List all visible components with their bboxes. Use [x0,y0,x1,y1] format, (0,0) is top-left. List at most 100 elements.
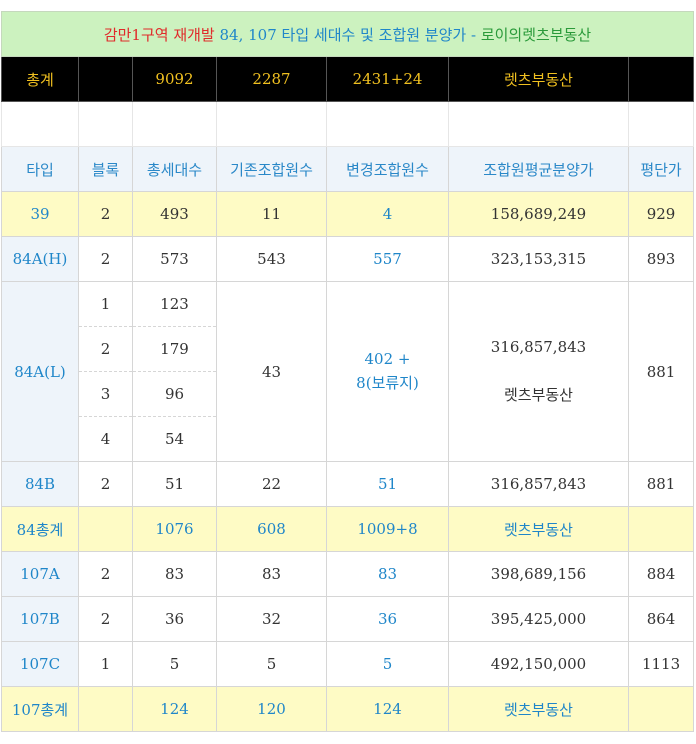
cell [216,101,327,147]
cell: 96 [132,371,217,417]
header-price-per-pyeong: 평단가 [627,146,695,192]
header-existing-members: 기존조합원수 [216,146,327,192]
cell: 124 [132,686,217,732]
cell [448,101,629,147]
cell: 2431+24 [326,56,449,102]
cell [627,686,695,732]
cell: 608 [216,506,327,552]
cell: 9092 [132,56,217,102]
table-row: 2 179 [2,326,694,372]
cell: 493 [132,191,217,237]
cell-type: 107A [1,551,79,597]
cell: 492,150,000 [448,641,629,687]
cell-avg-price: 316,857,843 렛츠부동산 [448,281,629,462]
cell: 929 [627,191,695,237]
cell [326,101,449,147]
changed-line-1: 402 + [364,350,411,368]
cell: 893 [627,236,695,282]
cell-changed-members: 402 + 8(보류지) [326,281,449,462]
table-row: 107C 1 5 5 5 492,150,000 1113 [1,641,695,687]
cell: 1 [78,281,133,327]
table-row: 107A 2 83 83 83 398,689,156 884 [1,551,695,597]
cell: 2 [78,236,133,282]
cell: 2287 [216,56,327,102]
cell: 51 [132,461,217,507]
cell [627,56,695,102]
cell [132,101,217,147]
cell: 158,689,249 [448,191,629,237]
price-table: 감만1구역 재개발 84, 107 타입 세대수 및 조합원 분양가 - 로이의… [0,11,695,732]
cell: 395,425,000 [448,596,629,642]
cell: 54 [132,416,217,462]
title-part-1: 감만1구역 재개발 [103,25,215,44]
cell: 5 [216,641,327,687]
cell: 32 [216,596,327,642]
cell [1,101,79,147]
price-note: 렛츠부동산 [503,386,573,404]
cell [627,101,695,147]
cell: 2 [78,596,133,642]
cell: 884 [627,551,695,597]
table-container: 감만1구역 재개발 84, 107 타입 세대수 및 조합원 분양가 - 로이의… [0,11,695,732]
cell: 4 [78,416,133,462]
table-row: 39 2 493 11 4 158,689,249 929 [1,191,695,237]
cell: 4 [326,191,449,237]
price-value: 316,857,843 [490,338,587,356]
cell: 573 [132,236,217,282]
title-row: 감만1구역 재개발 84, 107 타입 세대수 및 조합원 분양가 - 로이의… [0,11,695,57]
cell: 5 [132,641,217,687]
header-total-units: 총세대수 [132,146,217,192]
cell-type: 107총계 [1,686,79,732]
cell-type: 84총계 [1,506,79,552]
cell: 렛츠부동산 [448,686,629,732]
cell: 1076 [132,506,217,552]
table-row: 4 54 [2,416,694,462]
cell: 398,689,156 [448,551,629,597]
subtotal-row-107: 107총계 124 120 124 렛츠부동산 [1,686,695,732]
cell: 124 [326,686,449,732]
changed-line-2: 8(보류지) [356,374,419,392]
cell [78,101,133,147]
cell: 36 [326,596,449,642]
cell: 렛츠부동산 [448,506,629,552]
cell [627,506,695,552]
cell: 120 [216,686,327,732]
cell: 179 [132,326,217,372]
cell-type: 84B [1,461,79,507]
cell: 83 [132,551,217,597]
header-avg-price: 조합원평균분양가 [448,146,629,192]
cell: 2 [78,191,133,237]
cell: 557 [326,236,449,282]
cell-type: 84A(H) [1,236,79,282]
cell: 43 [216,281,327,462]
cell [78,506,133,552]
cell: 543 [216,236,327,282]
header-row: 타입 블록 총세대수 기존조합원수 변경조합원수 조합원평균분양가 평단가 [1,146,695,192]
cell: 36 [132,596,217,642]
cell: 881 [627,281,695,462]
cell: 3 [78,371,133,417]
table-row: 107B 2 36 32 36 395,425,000 864 [1,596,695,642]
cell: 2 [78,551,133,597]
header-type: 타입 [1,146,79,192]
cell: 83 [216,551,327,597]
blank-row [1,101,695,147]
cell: 881 [627,461,695,507]
cell: 11 [216,191,327,237]
table-row: 84A(H) 2 573 543 557 323,153,315 893 [1,236,695,282]
table-row: 84B 2 51 22 51 316,857,843 881 [1,461,695,507]
cell: 2 [78,326,133,372]
cell: 83 [326,551,449,597]
title-part-2: 84, 107 타입 세대수 및 조합원 분양가 - [219,25,481,44]
cell: 51 [326,461,449,507]
cell: 1 [78,641,133,687]
cell: 5 [326,641,449,687]
cell-type: 84A(L) [1,281,79,462]
table-row: 3 96 [2,371,694,417]
cell: 총계 [1,56,79,102]
cell [78,56,133,102]
cell: 864 [627,596,695,642]
grand-total-row: 총계 9092 2287 2431+24 렛츠부동산 [1,56,695,102]
header-block: 블록 [78,146,133,192]
cell [78,686,133,732]
